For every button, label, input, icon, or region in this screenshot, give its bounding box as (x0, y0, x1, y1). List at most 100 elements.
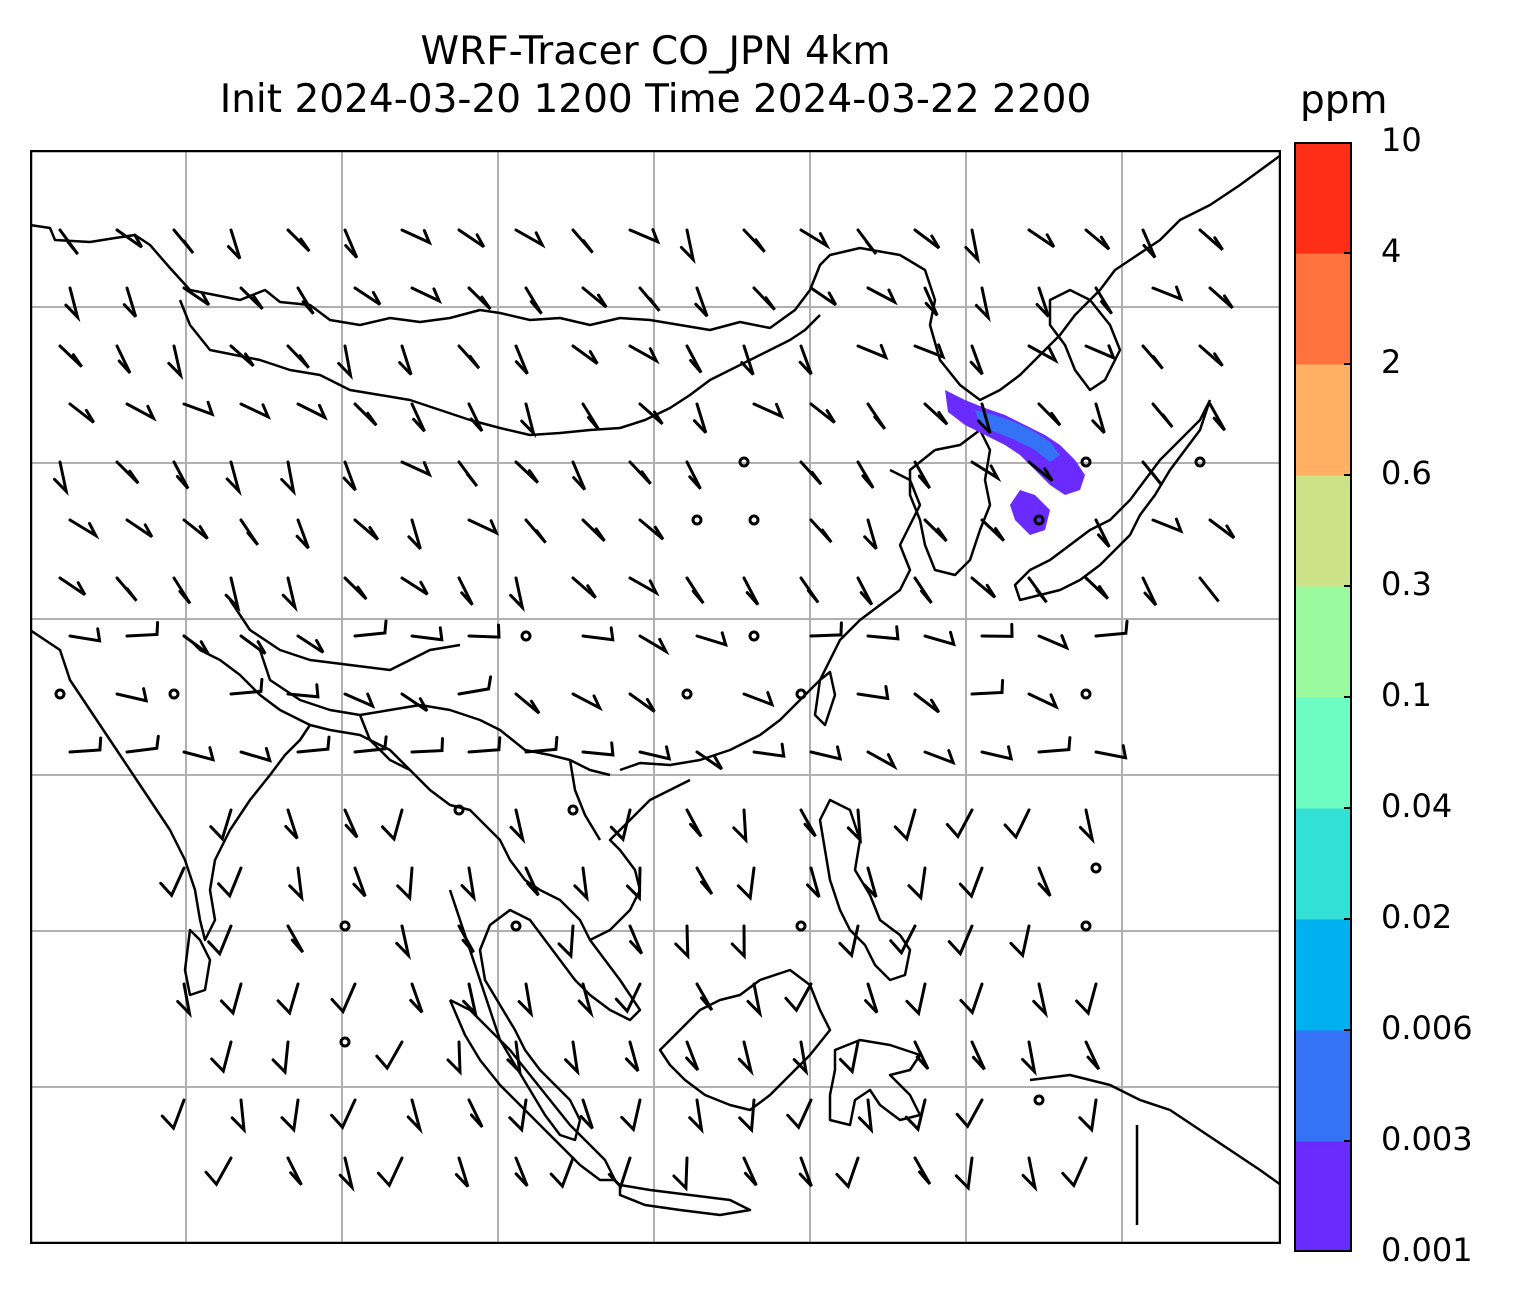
wind-barb (207, 924, 233, 957)
wind-barb (454, 1156, 470, 1188)
wind-barb (407, 518, 422, 550)
wind-barb (835, 1156, 860, 1190)
wind-barb (343, 576, 368, 601)
wind-barb (672, 1156, 689, 1192)
wind-barb (1078, 808, 1095, 845)
wind-barb (467, 1098, 484, 1129)
wind-barb (229, 677, 264, 696)
wind-calm-marker (691, 514, 703, 526)
wind-barb (923, 630, 956, 647)
colorbar-tick-label: 0.006 (1381, 1009, 1473, 1047)
wind-barb (295, 518, 310, 550)
colorbar-block (1294, 253, 1352, 365)
wind-barb (913, 460, 932, 490)
wind-barb (746, 982, 763, 1019)
wind-barb (846, 808, 862, 844)
wind-barb (571, 344, 599, 365)
wind-barb (330, 1098, 357, 1130)
wind-barb (239, 747, 272, 763)
wind-barb (863, 866, 878, 898)
wind-barb (685, 808, 703, 838)
wind-barb (980, 745, 1014, 761)
wind-barb (524, 518, 547, 544)
wind-barb (296, 402, 328, 421)
wind-barb (406, 1098, 423, 1135)
wind-barb (863, 518, 878, 550)
wind-calm-marker (54, 688, 66, 700)
wind-barb (581, 518, 606, 542)
wind-barb (353, 619, 388, 638)
colorbar-block (1294, 586, 1352, 698)
wind-barb (1027, 228, 1056, 249)
wind-barb (410, 286, 443, 304)
colorbar-tick-label: 10 (1381, 121, 1422, 159)
wind-barb (1084, 344, 1117, 361)
wind-calm-marker (748, 630, 760, 642)
wind-barb (607, 1156, 632, 1190)
wind-barb (400, 460, 433, 478)
wind-barb (159, 866, 186, 898)
wind-barb (375, 1040, 404, 1071)
colorbar-tick-label: 0.001 (1381, 1231, 1473, 1269)
wind-barb (514, 692, 541, 715)
wind-barb (730, 924, 746, 960)
wind-barb (1021, 1040, 1037, 1077)
wind-barb (53, 460, 69, 497)
wind-barb (1075, 982, 1098, 1016)
wind-barb (400, 228, 433, 246)
wind-barb (954, 1156, 974, 1192)
wind-barb (182, 634, 210, 655)
wind-barb (866, 286, 898, 306)
wind-barb (798, 1156, 813, 1188)
colorbar-tick-label: 2 (1381, 343, 1402, 381)
colorbar-block (1294, 919, 1352, 1031)
wind-barb (296, 634, 325, 654)
wind-barb (343, 692, 376, 709)
wind-barb (280, 460, 296, 497)
wind-barb (799, 460, 823, 486)
wind-barb (1035, 286, 1050, 318)
colorbar-frame (1294, 142, 1352, 1252)
wind-barb (217, 866, 243, 899)
wind-barb (296, 735, 331, 754)
wind-barb (182, 400, 215, 417)
colorbar-tick-label: 0.1 (1381, 676, 1432, 714)
wind-barb (913, 1156, 932, 1185)
wind-barb (695, 631, 728, 648)
colorbar-block (1294, 1030, 1352, 1142)
wind-barb (1078, 1098, 1098, 1133)
wind-calm-marker (453, 804, 465, 816)
wind-barb (1027, 692, 1060, 710)
wind-barb (115, 344, 132, 375)
wind-barb (524, 735, 559, 754)
colorbar-unit: ppm (1300, 78, 1388, 123)
wind-barb (467, 402, 484, 433)
wind-barb (239, 518, 260, 546)
wind-barb (609, 808, 632, 843)
wind-barb (947, 924, 974, 957)
wind-barb (958, 866, 984, 899)
wind-calm-marker (339, 1036, 351, 1048)
wind-calm-marker (1194, 456, 1206, 468)
wind-barb (398, 344, 413, 376)
wind-barb (624, 1040, 640, 1072)
wind-barb (330, 982, 357, 1015)
wind-barb (1151, 285, 1184, 302)
wind-barb (1208, 402, 1227, 432)
wind-barb (457, 924, 475, 954)
wind-barb (226, 228, 242, 260)
wind-barb (172, 228, 195, 255)
wind-barb (286, 344, 310, 369)
wind-barb (176, 982, 192, 1019)
wind-barb (638, 402, 664, 426)
wind-barb (945, 808, 974, 840)
wind-barb (809, 402, 836, 424)
wind-barb (271, 1040, 290, 1076)
wind-barb (457, 228, 486, 249)
wind-barb (799, 228, 831, 250)
wind-barb (343, 228, 359, 259)
wind-barb (230, 1098, 246, 1134)
wind-barb (1061, 1156, 1088, 1189)
wind-barb (866, 750, 898, 771)
colorbar-tick-label: 0.04 (1381, 787, 1453, 825)
